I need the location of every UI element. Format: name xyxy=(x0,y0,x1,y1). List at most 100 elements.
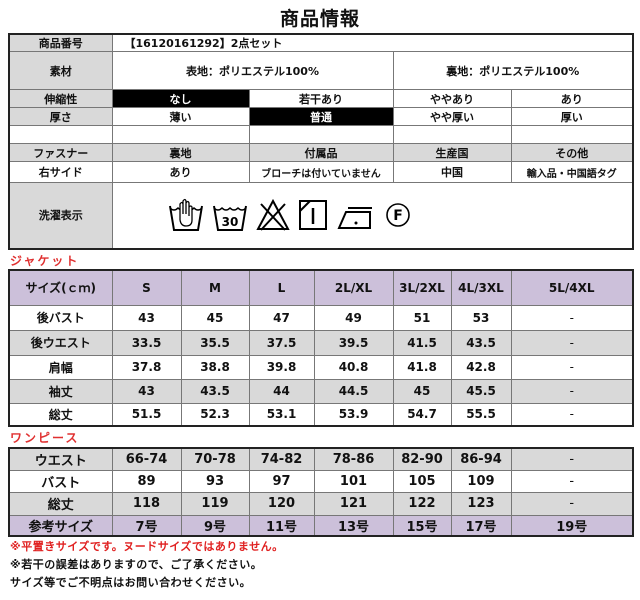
size-value: 33.5 xyxy=(111,329,182,356)
size-value: 86-94 xyxy=(450,447,512,471)
table-row: バスト 89 93 97 101 105 109- xyxy=(8,469,634,493)
dry-flat-shade-icon xyxy=(298,200,327,231)
stretch-option: 若干あり xyxy=(248,89,394,108)
spec-header: 裏地 xyxy=(111,143,250,162)
size-value: 53.9 xyxy=(313,402,394,427)
spec-header: その他 xyxy=(510,143,634,162)
size-value: 43.5 xyxy=(180,378,250,404)
row-label: バスト xyxy=(8,469,113,493)
stretch-option: あり xyxy=(510,89,634,108)
size-value: 53.1 xyxy=(248,402,315,427)
table-row: 袖丈 43 43.5 44 44.5 45 45.5- xyxy=(8,378,634,404)
size-value: 49 xyxy=(313,304,394,331)
table-row: 肩幅 37.8 38.8 39.8 40.8 41.8 42.8- xyxy=(8,354,634,380)
wash-symbols: 30 F xyxy=(111,182,634,249)
table-row: 後ウエスト 33.5 35.5 37.5 39.5 41.5 43.5- xyxy=(8,329,634,356)
size-value: 13号 xyxy=(313,514,394,536)
size-value: 120 xyxy=(248,491,315,516)
thickness-option: やや厚い xyxy=(392,107,512,126)
size-value: 9号 xyxy=(180,514,250,536)
row-label: 総丈 xyxy=(8,402,113,427)
row-label: 肩幅 xyxy=(8,354,113,380)
size-value: 43.5 xyxy=(450,329,512,356)
size-value: - xyxy=(510,447,634,471)
size-value: 109 xyxy=(450,469,512,493)
wash-30-text: 30 xyxy=(221,215,238,229)
material-outer: 表地：ポリエステル100% xyxy=(111,51,394,90)
no-bleach-icon xyxy=(255,199,290,231)
size-value: 101 xyxy=(313,469,394,493)
size-value: 43 xyxy=(111,378,182,404)
size-value: 105 xyxy=(392,469,452,493)
spec-value: 中国 xyxy=(392,161,512,183)
onepiece-size-table: ウエスト 66-74 70-78 74-82 78-86 82-90 86-94- バスト 89… xyxy=(8,447,634,537)
jacket-size-table: サイズ(ｃｍ) S M L 2L/XL 3L/2XL 4L/3XL 5L/4XL 後バスト 43 4… xyxy=(8,269,634,427)
size-value: M xyxy=(180,269,250,306)
note-flat-size: ※平置きサイズです。ヌードサイズではありません。 xyxy=(10,540,284,553)
size-value: 47 xyxy=(248,304,315,331)
size-value: 35.5 xyxy=(180,329,250,356)
size-value: 78-86 xyxy=(313,447,394,471)
size-value: 42.8 xyxy=(450,354,512,380)
stretch-option: なし xyxy=(111,89,250,108)
empty-cell xyxy=(392,125,512,144)
size-value: 41.5 xyxy=(392,329,452,356)
stretch-option: ややあり xyxy=(392,89,512,108)
spec-value: あり xyxy=(111,161,250,183)
row-label: サイズ(ｃｍ) xyxy=(8,269,113,306)
size-value: 45 xyxy=(180,304,250,331)
size-value: - xyxy=(510,469,634,493)
size-value: 45 xyxy=(392,378,452,404)
size-value: 39.8 xyxy=(248,354,315,380)
row-label: 後バスト xyxy=(8,304,113,331)
thickness-option: 普通 xyxy=(248,107,394,126)
table-row: 総丈 51.5 52.3 53.1 53.9 54.7 55.5- xyxy=(8,402,634,427)
size-value: 4L/3XL xyxy=(450,269,512,306)
size-value: 3L/2XL xyxy=(392,269,452,306)
spec-header: 付属品 xyxy=(248,143,394,162)
stretch-label: 伸縮性 xyxy=(8,89,113,108)
size-value: S xyxy=(111,269,182,306)
jacket-label: ジャケット xyxy=(10,254,80,268)
size-value: 2L/XL xyxy=(313,269,394,306)
material-lining: 裏地：ポリエステル100% xyxy=(392,51,634,90)
page-title: 商品情報 xyxy=(279,8,360,30)
size-value: 66-74 xyxy=(111,447,182,471)
size-value: 97 xyxy=(248,469,315,493)
size-value: 93 xyxy=(180,469,250,493)
empty-cell xyxy=(510,125,634,144)
size-value: - xyxy=(510,378,634,404)
spec-header: 生産国 xyxy=(392,143,512,162)
spec-value: ブローチは付いていません xyxy=(248,161,394,183)
size-value: 40.8 xyxy=(313,354,394,380)
size-value: 55.5 xyxy=(450,402,512,427)
material-label: 素材 xyxy=(8,51,113,90)
table-row: ウエスト 66-74 70-78 74-82 78-86 82-90 86-94- xyxy=(8,447,634,471)
size-value: - xyxy=(510,402,634,427)
size-value: 74-82 xyxy=(248,447,315,471)
size-value: 15号 xyxy=(392,514,452,536)
size-value: 38.8 xyxy=(180,354,250,380)
product-info-table: 商品番号 【16120161292】2点セット 素材 表地：ポリエステル100%… xyxy=(8,33,635,250)
size-value: 37.5 xyxy=(248,329,315,356)
size-value: 89 xyxy=(111,469,182,493)
row-label: 袖丈 xyxy=(8,378,113,404)
table-row: 後バスト 43 45 47 49 51 53- xyxy=(8,304,634,331)
size-value: 37.8 xyxy=(111,354,182,380)
size-value: 51 xyxy=(392,304,452,331)
iron-low-icon xyxy=(336,207,372,230)
spec-value: 右サイド xyxy=(8,161,113,183)
wash-30-icon: 30 xyxy=(212,206,247,232)
size-value: - xyxy=(510,329,634,356)
size-value: 41.8 xyxy=(392,354,452,380)
size-value: 43 xyxy=(111,304,182,331)
size-value: 53 xyxy=(450,304,512,331)
header-row: サイズ(ｃｍ) S M L 2L/XL 3L/2XL 4L/3XL 5L/4XL xyxy=(8,269,634,306)
size-value: - xyxy=(510,354,634,380)
size-value: 5L/4XL xyxy=(510,269,634,306)
size-value: 45.5 xyxy=(450,378,512,404)
thickness-label: 厚さ xyxy=(8,107,113,126)
reference-size-row: 参考サイズ 7号 9号 11号 13号 15号 17号 19号 xyxy=(8,514,634,536)
thickness-option: 厚い xyxy=(510,107,634,126)
dry-clean-f-icon: F xyxy=(385,203,410,228)
